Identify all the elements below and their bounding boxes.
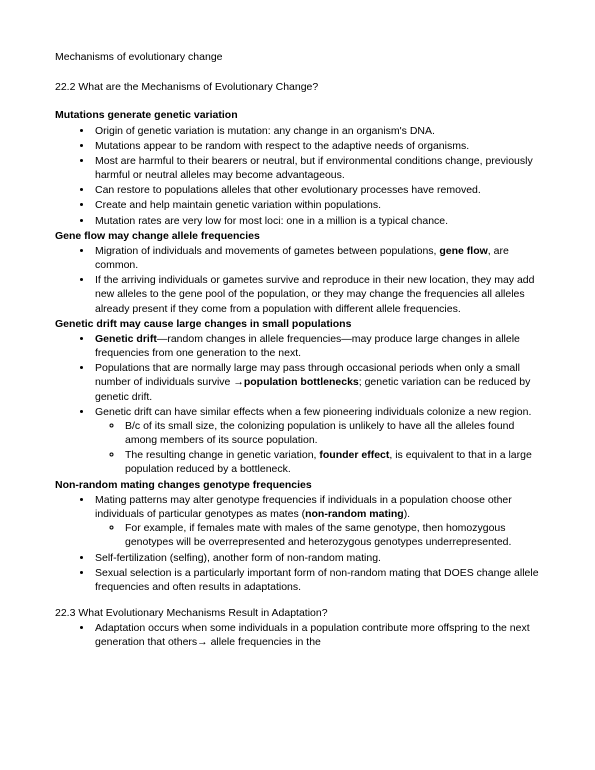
section-22-3-question: 22.3 What Evolutionary Mechanisms Result… (55, 606, 540, 620)
list-item: The resulting change in genetic variatio… (123, 448, 540, 476)
text-run: The resulting change in genetic variatio… (125, 449, 319, 461)
sublist-genetic-drift: B/c of its small size, the colonizing po… (95, 419, 540, 477)
list-item: B/c of its small size, the colonizing po… (123, 419, 540, 447)
list-item: Sexual selection is a particularly impor… (93, 566, 540, 594)
list-item: Adaptation occurs when some individuals … (93, 621, 540, 649)
document-page: Mechanisms of evolutionary change 22.2 W… (0, 0, 595, 671)
bold-term-population-bottlenecks: population bottlenecks (244, 376, 359, 388)
list-non-random-mating: Mating patterns may alter genotype frequ… (55, 493, 540, 594)
sublist-non-random-mating: For example, if females mate with males … (95, 521, 540, 549)
arrow-icon: → (233, 376, 244, 388)
list-gene-flow: Migration of individuals and movements o… (55, 244, 540, 316)
arrow-icon: → (197, 636, 208, 648)
list-item: If the arriving individuals or gametes s… (93, 273, 540, 316)
list-item: Genetic drift—random changes in allele f… (93, 332, 540, 360)
list-item: Origin of genetic variation is mutation:… (93, 124, 540, 138)
list-item: For example, if females mate with males … (123, 521, 540, 549)
list-item: Mutation rates are very low for most loc… (93, 214, 540, 228)
heading-mutations: Mutations generate genetic variation (55, 108, 540, 122)
heading-gene-flow: Gene flow may change allele frequencies (55, 229, 540, 243)
bold-term-genetic-drift: Genetic drift (95, 333, 157, 345)
text-run: Genetic drift can have similar effects w… (95, 406, 531, 418)
text-run: Migration of individuals and movements o… (95, 245, 439, 257)
heading-non-random-mating: Non-random mating changes genotype frequ… (55, 478, 540, 492)
list-item: Most are harmful to their bearers or neu… (93, 154, 540, 182)
heading-genetic-drift: Genetic drift may cause large changes in… (55, 317, 540, 331)
text-run: Mating patterns may alter genotype frequ… (95, 494, 512, 520)
text-run: allele frequencies in the (208, 636, 321, 648)
bold-term-founder-effect: founder effect (319, 449, 389, 461)
text-run: —random changes in allele frequencies—ma… (95, 333, 520, 359)
list-mutations: Origin of genetic variation is mutation:… (55, 124, 540, 228)
list-item: Populations that are normally large may … (93, 361, 540, 404)
list-item: Can restore to populations alleles that … (93, 183, 540, 197)
list-item: Self-fertilization (selfing), another fo… (93, 551, 540, 565)
bold-term-gene-flow: gene flow (439, 245, 487, 257)
list-genetic-drift: Genetic drift—random changes in allele f… (55, 332, 540, 477)
bold-term-non-random-mating: non-random mating (305, 508, 404, 520)
list-item: Migration of individuals and movements o… (93, 244, 540, 272)
list-item: Create and help maintain genetic variati… (93, 198, 540, 212)
list-item: Genetic drift can have similar effects w… (93, 405, 540, 477)
section-22-2-question: 22.2 What are the Mechanisms of Evolutio… (55, 80, 540, 94)
list-item: Mating patterns may alter genotype frequ… (93, 493, 540, 550)
text-run: ). (404, 508, 410, 520)
document-title: Mechanisms of evolutionary change (55, 50, 540, 64)
list-item: Mutations appear to be random with respe… (93, 139, 540, 153)
list-adaptation: Adaptation occurs when some individuals … (55, 621, 540, 649)
